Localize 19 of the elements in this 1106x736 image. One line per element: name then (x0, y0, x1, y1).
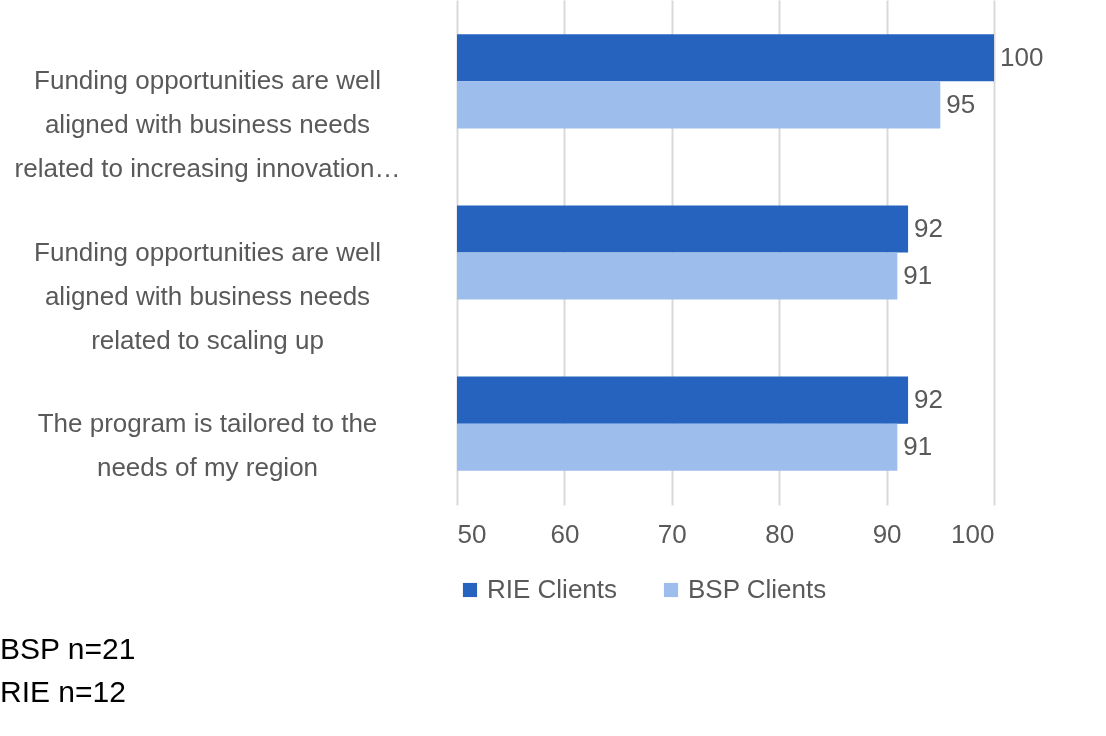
x-tick-label: 50 (457, 518, 487, 549)
y-tick-label: Funding opportunities are well aligned with business needs related to increasing innovation… (14, 65, 401, 184)
x-tick-label: 70 (657, 518, 687, 549)
x-tick-label: 90 (872, 518, 902, 549)
legend-label: RIE Clients (487, 574, 618, 604)
data-label: 95 (946, 88, 976, 119)
x-tick-label: 100 (951, 518, 995, 549)
y-tick-label: Funding opportunities are well aligned with business needs related to scaling up (34, 236, 381, 355)
y-tick-label: The program is tailored to the needs of my region (37, 407, 378, 482)
text: RIE n=12 (0, 675, 126, 708)
legend-label: BSP Clients (688, 574, 827, 604)
data-label: 91 (903, 431, 933, 462)
data-label: 92 (914, 212, 943, 243)
x-tick-label: 80 (765, 518, 795, 549)
x-tick-label: 60 (550, 518, 580, 549)
data-label: 100 (1000, 41, 1044, 72)
data-label: 91 (903, 260, 933, 291)
data-label: 92 (914, 384, 943, 415)
text: BSP n=21 (0, 632, 136, 665)
